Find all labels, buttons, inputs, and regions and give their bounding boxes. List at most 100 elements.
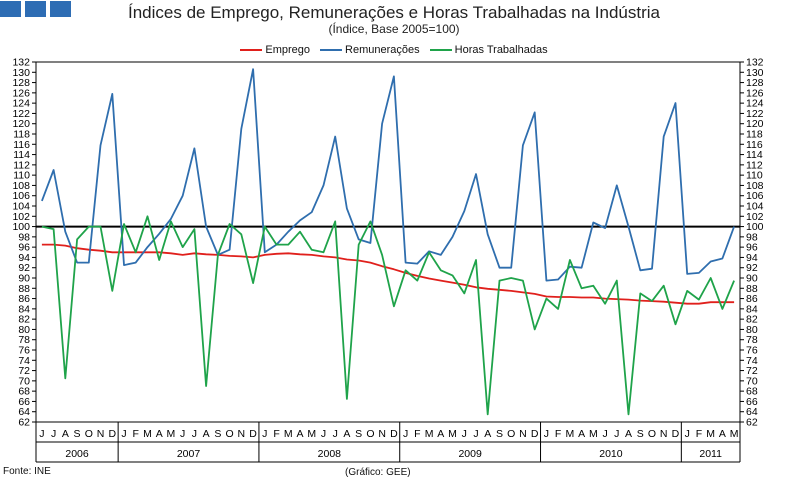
y-tick-label-right: 88	[746, 283, 758, 295]
y-tick-label-left: 132	[12, 57, 30, 69]
y-tick-label-left: 110	[13, 170, 30, 182]
x-tick-label: M	[730, 428, 739, 440]
y-tick-label-left: 88	[18, 283, 30, 295]
y-tick-label-left: 70	[18, 375, 30, 387]
logo	[0, 1, 71, 17]
x-tick-label: J	[180, 428, 185, 440]
x-tick-label: A	[156, 428, 163, 440]
y-tick-label-left: 84	[18, 303, 30, 315]
x-tick-label: J	[602, 428, 607, 440]
year-label: 2011	[699, 448, 722, 460]
x-tick-label: M	[425, 428, 434, 440]
y-tick-label-left: 92	[18, 262, 30, 274]
y-tick-label-left: 122	[12, 108, 30, 120]
y-tick-label-right: 128	[746, 77, 764, 89]
y-tick-label-left: 68	[18, 386, 30, 398]
x-tick-label: A	[296, 428, 303, 440]
legend-label: Horas Trabalhadas	[454, 44, 548, 56]
legend-item-remuneracoes: Remunerações	[320, 44, 420, 56]
series-line-horas-trabalhadas	[41, 215, 735, 416]
x-tick-label: J	[403, 428, 408, 440]
x-tick-label: O	[226, 428, 234, 440]
y-tick-label-right: 100	[746, 221, 764, 233]
legend-swatch	[320, 49, 343, 51]
y-tick-label-left: 62	[18, 417, 30, 429]
y-tick-label-right: 64	[746, 406, 758, 418]
x-tick-label: A	[625, 428, 632, 440]
logo-block	[25, 1, 46, 17]
y-tick-label-left: 96	[18, 242, 30, 254]
series-line-emprego	[41, 243, 735, 305]
x-tick-label: J	[333, 428, 338, 440]
y-tick-label-left: 86	[18, 293, 30, 305]
x-tick-label: F	[555, 428, 561, 440]
x-tick-label: S	[74, 428, 81, 440]
y-tick-label-right: 72	[746, 365, 758, 377]
x-tick-label: A	[578, 428, 585, 440]
y-tick-label-right: 78	[746, 334, 758, 346]
x-tick-label: J	[192, 428, 197, 440]
source-note: Fonte: INE	[3, 466, 51, 477]
x-tick-label: A	[343, 428, 350, 440]
y-tick-label-left: 80	[18, 324, 30, 336]
x-tick-label: M	[565, 428, 574, 440]
y-tick-label-left: 66	[18, 396, 30, 408]
x-tick-label: F	[696, 428, 702, 440]
y-tick-label-left: 90	[18, 273, 30, 285]
x-tick-label: S	[637, 428, 644, 440]
x-tick-label: J	[462, 428, 467, 440]
y-tick-label-right: 102	[746, 211, 764, 223]
y-tick-label-right: 104	[746, 201, 764, 213]
y-tick-label-right: 66	[746, 396, 758, 408]
legend: Emprego Remunerações Horas Trabalhadas	[0, 44, 788, 56]
y-tick-label-right: 108	[746, 180, 764, 192]
year-label: 2008	[318, 448, 342, 460]
x-tick-label: S	[496, 428, 503, 440]
y-tick-label-right: 130	[746, 67, 764, 79]
x-tick-label: J	[321, 428, 326, 440]
y-tick-label-right: 92	[746, 262, 758, 274]
y-tick-label-right: 118	[746, 129, 763, 141]
x-tick-label: J	[685, 428, 690, 440]
year-label: 2007	[177, 448, 201, 460]
y-tick-label-right: 94	[746, 252, 758, 264]
x-tick-label: J	[262, 428, 267, 440]
y-tick-label-left: 118	[13, 129, 30, 141]
x-tick-label: M	[448, 428, 457, 440]
x-tick-label: O	[85, 428, 93, 440]
x-tick-label: N	[238, 428, 246, 440]
x-tick-label: S	[355, 428, 362, 440]
y-tick-label-left: 74	[18, 355, 30, 367]
y-tick-label-left: 124	[12, 98, 30, 110]
x-tick-label: D	[672, 428, 680, 440]
x-tick-label: J	[614, 428, 619, 440]
y-tick-label-right: 122	[746, 108, 764, 120]
y-tick-label-left: 98	[18, 231, 30, 243]
year-label: 2009	[458, 448, 482, 460]
x-tick-label: J	[544, 428, 549, 440]
year-label: 2010	[599, 448, 623, 460]
year-label: 2006	[65, 448, 89, 460]
y-tick-label-left: 78	[18, 334, 30, 346]
x-tick-label: J	[121, 428, 126, 440]
credit-note: (Gráfico: GEE)	[345, 467, 411, 478]
legend-item-emprego: Emprego	[240, 44, 310, 56]
x-tick-label: J	[473, 428, 478, 440]
x-tick-label: M	[706, 428, 715, 440]
y-tick-label-right: 110	[746, 170, 763, 182]
legend-swatch	[429, 49, 452, 51]
y-tick-label-left: 100	[12, 221, 30, 233]
y-tick-label-left: 128	[12, 77, 30, 89]
y-tick-label-left: 114	[13, 149, 30, 161]
y-tick-label-right: 80	[746, 324, 758, 336]
x-tick-label: F	[273, 428, 279, 440]
x-tick-label: A	[437, 428, 444, 440]
y-tick-label-right: 132	[746, 57, 764, 69]
y-tick-label-right: 74	[746, 355, 758, 367]
y-tick-label-left: 116	[13, 139, 30, 151]
y-tick-label-right: 84	[746, 303, 758, 315]
y-tick-label-right: 70	[746, 375, 758, 387]
x-tick-label: O	[366, 428, 374, 440]
x-tick-label: S	[214, 428, 221, 440]
y-tick-label-left: 102	[12, 211, 30, 223]
